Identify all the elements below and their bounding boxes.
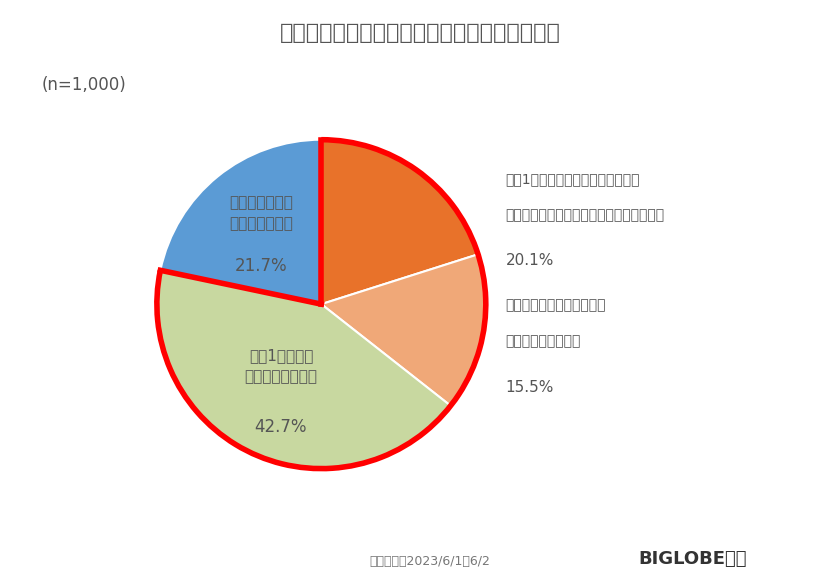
Text: 調査期間：2023/6/1〜6/2: 調査期間：2023/6/1〜6/2 <box>370 556 491 568</box>
Text: BIGLOBE調べ: BIGLOBE調べ <box>638 550 747 568</box>
Text: (n=1,000): (n=1,000) <box>42 76 127 94</box>
Text: ここ1年くらい不安を感じていて、: ここ1年くらい不安を感じていて、 <box>506 172 640 186</box>
Wedge shape <box>160 139 322 304</box>
Text: 生活に不安を感
じることはない: 生活に不安を感 じることはない <box>229 196 293 231</box>
Text: 感じるようになった: 感じるようになった <box>506 335 581 349</box>
Text: 15.5%: 15.5% <box>506 380 554 394</box>
Wedge shape <box>157 270 450 469</box>
Text: 最近（ここ数ヶ月）より不安を感じている: 最近（ここ数ヶ月）より不安を感じている <box>506 208 664 222</box>
Text: ここ1年くらい
不安を感じている: ここ1年くらい 不安を感じている <box>244 348 318 384</box>
Wedge shape <box>322 139 478 304</box>
Text: 最近（ここ数ヶ月）不安を: 最近（ここ数ヶ月）不安を <box>506 298 606 312</box>
Text: 昨今の物価上昇にともない生活に不安を感じる: 昨今の物価上昇にともない生活に不安を感じる <box>280 23 560 43</box>
Text: 42.7%: 42.7% <box>255 418 307 436</box>
Wedge shape <box>322 254 486 406</box>
Text: 20.1%: 20.1% <box>506 253 554 268</box>
Text: 21.7%: 21.7% <box>235 257 287 275</box>
